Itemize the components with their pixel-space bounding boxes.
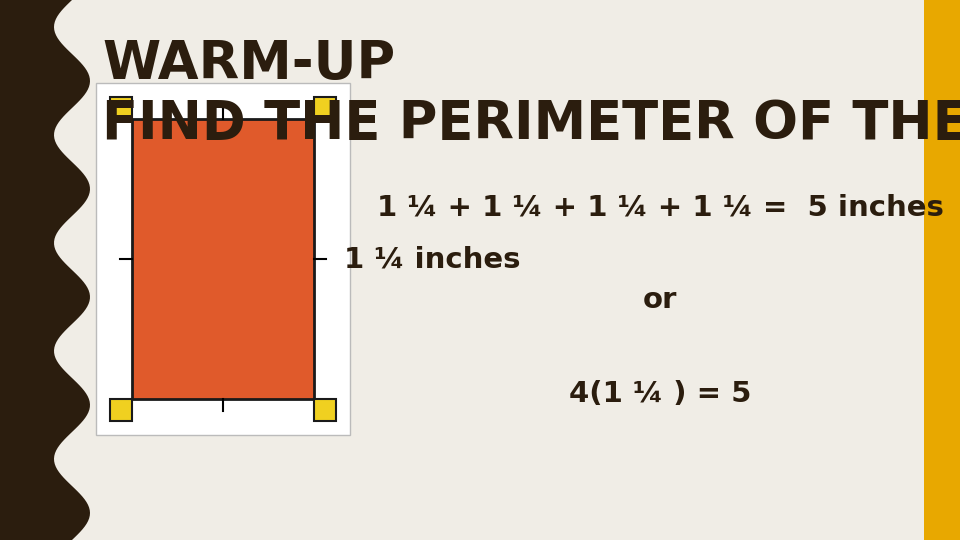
Text: WARM-UP: WARM-UP bbox=[102, 38, 396, 90]
Text: or: or bbox=[643, 286, 677, 314]
Bar bbox=[924, 0, 960, 540]
Bar bbox=[314, 399, 336, 421]
Bar bbox=[96, 83, 350, 435]
Bar bbox=[132, 119, 314, 399]
Bar bbox=[314, 97, 336, 119]
Text: FIND THE PERIMETER OF THE SQUARE: FIND THE PERIMETER OF THE SQUARE bbox=[102, 98, 960, 150]
Bar bbox=[110, 399, 132, 421]
Text: 4(1 ¼ ) = 5: 4(1 ¼ ) = 5 bbox=[569, 380, 751, 408]
Text: 1 ¼ + 1 ¼ + 1 ¼ + 1 ¼ =  5 inches: 1 ¼ + 1 ¼ + 1 ¼ + 1 ¼ = 5 inches bbox=[376, 194, 944, 222]
Bar bbox=[110, 97, 132, 119]
Text: 1 ¼ inches: 1 ¼ inches bbox=[344, 245, 520, 273]
Polygon shape bbox=[0, 0, 90, 540]
